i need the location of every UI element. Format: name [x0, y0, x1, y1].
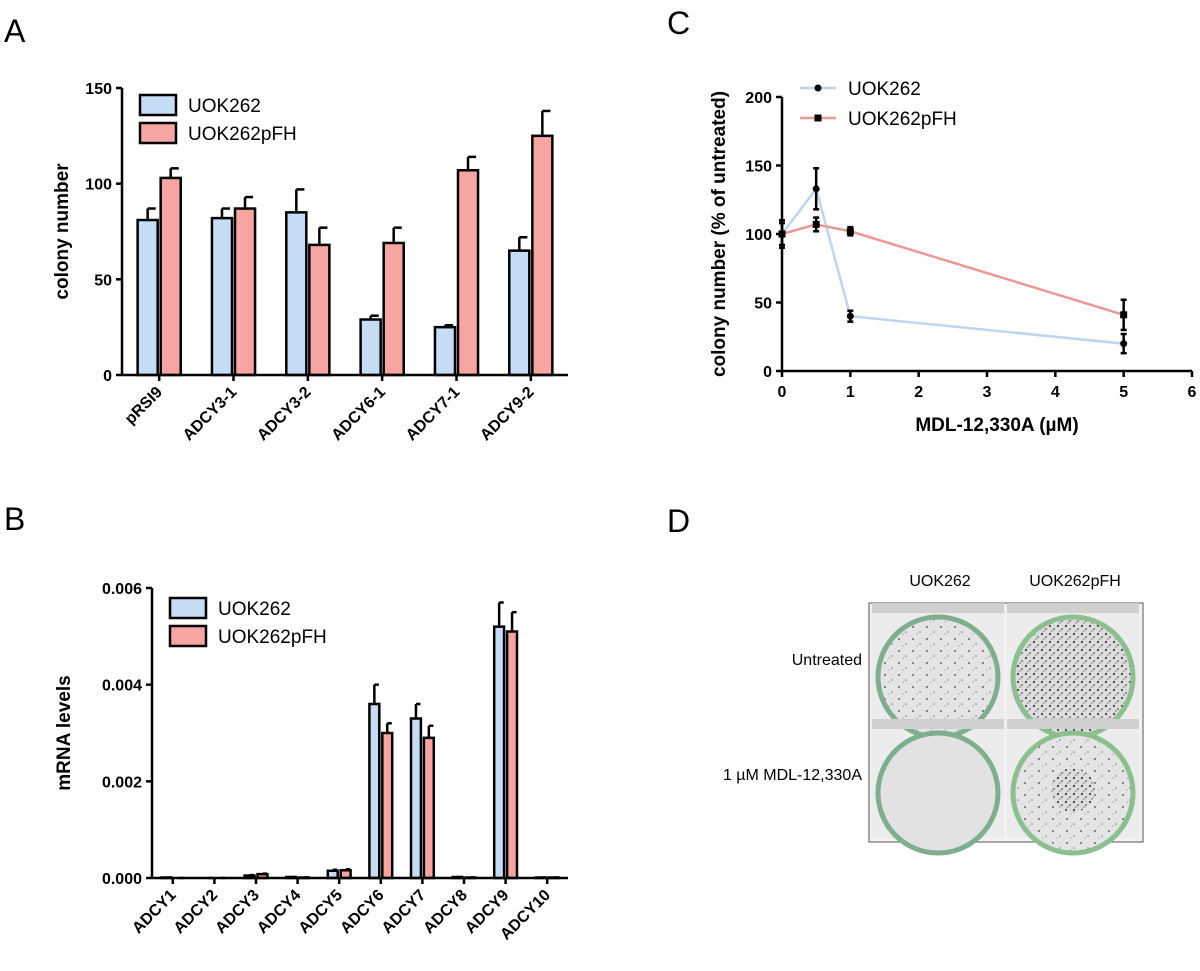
panel-label: D: [667, 503, 690, 539]
x-tick-label: ADCY4: [254, 887, 304, 937]
x-tick-label: ADCY3-2: [254, 384, 315, 445]
y-tick-label: 0.002: [102, 774, 142, 791]
x-tick-label: ADCY6: [337, 887, 387, 937]
y-tick-label: 50: [94, 272, 112, 289]
row-label: 1 µM MDL-12,330A: [723, 767, 862, 784]
y-tick-label: 50: [754, 296, 772, 313]
bar: [456, 169, 480, 377]
data-point: [812, 220, 820, 228]
x-tick-label: ADCY7-1: [403, 384, 464, 445]
legend-swatch: [168, 596, 208, 620]
y-axis-label: colony number (% of untreated): [709, 91, 730, 377]
legend-label: UOK262: [848, 79, 921, 100]
legend-label: UOK262: [218, 599, 291, 620]
bar: [492, 625, 506, 880]
x-axis-label: MDL-12,330A (µM): [915, 415, 1078, 436]
y-axis-label: colony number: [52, 163, 73, 300]
legend-label: UOK262pFH: [848, 109, 957, 130]
legend-swatch: [168, 624, 208, 648]
x-tick-label: 6: [1188, 384, 1197, 401]
legend-label: UOK262pFH: [218, 627, 327, 648]
legend-label: UOK262: [188, 96, 261, 117]
x-tick-label: ADCY3: [212, 887, 262, 937]
data-point: [778, 230, 786, 238]
x-tick-label: ADCY1: [129, 887, 179, 937]
bar: [409, 717, 423, 880]
x-tick-label: ADCY3-1: [180, 384, 241, 445]
y-axis-label: mRNA levels: [54, 675, 75, 790]
bar: [531, 134, 554, 377]
y-tick-label: 100: [745, 227, 772, 244]
data-point: [812, 185, 820, 193]
x-tick-label: 0: [778, 384, 787, 401]
x-tick-label: 2: [914, 384, 923, 401]
bar: [308, 243, 331, 377]
x-tick-label: ADCY5: [296, 887, 346, 937]
data-point: [846, 312, 854, 320]
x-tick-label: 5: [1119, 384, 1128, 401]
column-label: UOK262pFH: [1029, 573, 1121, 590]
y-tick-label: 0.006: [102, 581, 142, 598]
y-tick-label: 0.000: [102, 871, 142, 888]
x-tick-label: ADCY6-1: [329, 384, 390, 445]
y-tick-label: 150: [745, 159, 772, 176]
legend-marker: [814, 84, 822, 92]
colony-photo: [868, 602, 1144, 856]
bar: [382, 241, 405, 377]
bar: [505, 630, 519, 880]
bar: [422, 736, 436, 880]
bar: [285, 211, 308, 377]
legend-swatch: [138, 121, 178, 145]
y-tick-label: 0: [103, 368, 112, 385]
bar: [159, 176, 182, 377]
bar: [368, 702, 381, 880]
bar: [233, 207, 257, 377]
y-tick-label: 150: [85, 81, 112, 98]
row-label: Untreated: [792, 652, 862, 669]
data-point: [846, 227, 854, 235]
bar: [433, 325, 457, 377]
data-point: [1120, 311, 1128, 319]
x-tick-label: pRSI9: [122, 384, 166, 428]
data-point: [1120, 340, 1128, 348]
bar: [136, 218, 159, 377]
x-tick-label: ADCY7: [379, 887, 429, 937]
x-tick-label: ADCY2: [171, 887, 221, 937]
column-label: UOK262: [909, 573, 970, 590]
y-tick-label: 0.004: [102, 678, 142, 695]
x-tick-label: ADCY8: [420, 887, 470, 937]
series-line: [781, 223, 1125, 317]
legend-marker: [814, 114, 822, 122]
y-tick-label: 100: [85, 177, 112, 194]
legend-label: UOK262pFH: [188, 124, 297, 145]
x-tick-label: 4: [1051, 384, 1060, 401]
panel-label: B: [4, 501, 25, 537]
series-line: [781, 185, 1124, 345]
bar: [508, 249, 531, 377]
bar: [381, 731, 394, 880]
panel-label: C: [667, 5, 690, 41]
panel-label: A: [4, 13, 26, 49]
y-tick-label: 0: [763, 364, 772, 381]
bar: [210, 216, 234, 377]
legend-swatch: [138, 93, 178, 117]
x-tick-label: ADCY9-2: [477, 384, 538, 445]
bar: [359, 318, 382, 377]
x-tick-label: 3: [983, 384, 992, 401]
x-tick-label: 1: [846, 384, 855, 401]
y-tick-label: 200: [745, 90, 772, 107]
